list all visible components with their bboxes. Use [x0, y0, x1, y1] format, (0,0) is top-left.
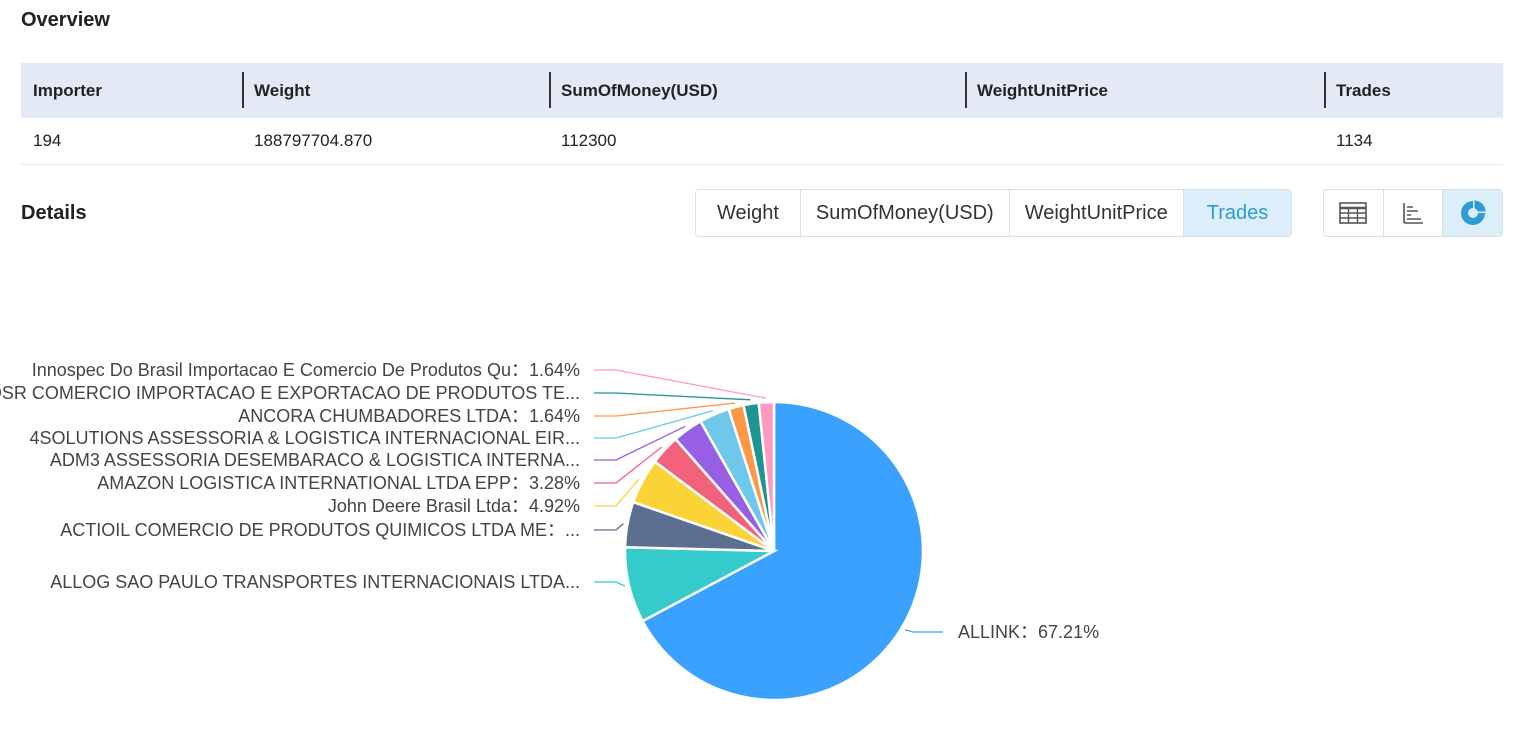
- leader-line: [594, 369, 767, 399]
- cell-importer: 194: [21, 118, 242, 165]
- header-trades-label: Trades: [1336, 80, 1391, 100]
- tab-weight-unit-price[interactable]: WeightUnitPrice: [1008, 190, 1183, 236]
- slice-label: ALLOG SAO PAULO TRANSPORTES INTERNACIONA…: [50, 572, 580, 592]
- slice-label: ALLINK：67.21%: [958, 622, 1099, 642]
- leader-line: [594, 523, 624, 531]
- overview-data-row: 194 188797704.870 112300 1134: [21, 118, 1503, 165]
- overview-table: Importer Weight SumOfMoney(USD) WeightUn…: [21, 63, 1503, 165]
- view-tabs: [1323, 189, 1503, 237]
- leader-line: [594, 425, 686, 461]
- header-importer: Importer: [21, 63, 242, 118]
- bar-view-button[interactable]: [1382, 190, 1443, 236]
- header-sum-label: SumOfMoney(USD): [561, 80, 718, 100]
- slice-label: ANCORA CHUMBADORES LTDA：1.64%: [238, 406, 580, 426]
- details-title: Details: [21, 202, 87, 224]
- header-weight-label: Weight: [254, 80, 311, 100]
- cell-sum-of-money: 112300: [549, 118, 965, 165]
- overview-header-row: Importer Weight SumOfMoney(USD) WeightUn…: [21, 63, 1503, 118]
- header-trades: Trades: [1324, 63, 1503, 118]
- leader-line: [905, 629, 943, 633]
- pie-chart-icon: [1460, 200, 1486, 225]
- cell-weight-unit-price: [965, 118, 1324, 165]
- pie-slice[interactable]: [757, 400, 776, 552]
- slice-label: AMAZON LOGISTICA INTERNATIONAL LTDA EPP：…: [97, 473, 580, 493]
- slice-label: ADM3 ASSESSORIA DESEMBARACO & LOGISTICA …: [50, 450, 580, 470]
- cell-weight: 188797704.870: [242, 118, 549, 165]
- leader-line: [594, 402, 736, 417]
- table-icon: [1339, 202, 1368, 224]
- slice-label: A DSR COMERCIO IMPORTACAO E EXPORTACAO D…: [0, 383, 580, 403]
- leader-line: [594, 392, 751, 401]
- slice-label: 4SOLUTIONS ASSESSORIA & LOGISTICA INTERN…: [30, 428, 581, 448]
- tab-trades[interactable]: Trades: [1182, 190, 1292, 236]
- bar-chart-icon: [1403, 203, 1423, 224]
- table-view-button[interactable]: [1324, 190, 1383, 236]
- tab-sum-of-money[interactable]: SumOfMoney(USD): [799, 190, 1009, 236]
- pie-slice[interactable]: [640, 400, 925, 702]
- slice-label: John Deere Brasil Ltda：4.92%: [328, 496, 580, 516]
- header-weight-unit-price: WeightUnitPrice: [965, 63, 1324, 118]
- slice-label: Innospec Do Brasil Importacao E Comercio…: [32, 360, 580, 380]
- leader-line: [594, 446, 663, 484]
- cell-trades: 1134: [1324, 118, 1503, 165]
- header-weight: Weight: [242, 63, 549, 118]
- header-sum-of-money: SumOfMoney(USD): [549, 63, 965, 118]
- metric-tabs: Weight SumOfMoney(USD) WeightUnitPrice T…: [695, 189, 1293, 237]
- leader-line: [594, 478, 640, 507]
- tab-weight[interactable]: Weight: [717, 202, 779, 224]
- leader-line: [594, 410, 713, 439]
- header-unit-price-label: WeightUnitPrice: [977, 80, 1108, 100]
- leader-line: [594, 581, 626, 587]
- slice-label: ACTIOIL COMERCIO DE PRODUTOS QUIMICOS LT…: [60, 520, 580, 540]
- pie-view-button[interactable]: [1442, 190, 1502, 236]
- overview-title: Overview: [21, 9, 110, 31]
